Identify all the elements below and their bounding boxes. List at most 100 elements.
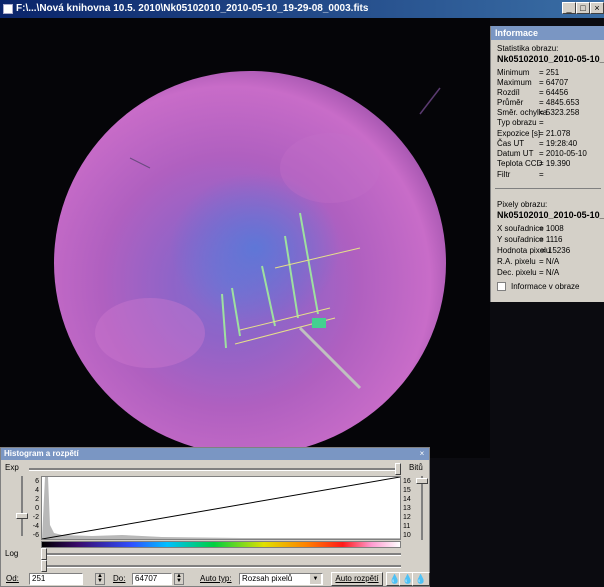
info-panel-header: Informace (491, 26, 604, 40)
info-in-image-checkbox[interactable] (497, 282, 506, 291)
right-tick: 11 (403, 523, 411, 530)
divider (495, 188, 601, 189)
exp-label: Exp (5, 463, 19, 472)
stat-key: Směr. ochylka (497, 108, 548, 117)
stats-file-name: Nk05102010_2010-05-10_ (497, 54, 604, 64)
pixel-key: Dec. pixelu (497, 268, 537, 277)
exp-slider-thumb[interactable] (395, 463, 401, 475)
stat-value: = 4845.653 (539, 98, 580, 107)
left-vslider-track[interactable] (21, 476, 23, 536)
right-tick: 14 (403, 496, 411, 503)
od-label: Od: (6, 574, 19, 583)
stat-key: Filtr (497, 170, 511, 179)
sky-image-canvas[interactable] (0, 18, 490, 458)
info-panel: Informace Statistika obrazu: Nk05102010_… (490, 26, 604, 302)
do-input[interactable]: 64707 (132, 573, 172, 585)
stat-row: Průměr = 4845.653 (497, 97, 579, 108)
pixel-key: Hodnota pixelu (497, 246, 551, 255)
background-strip (490, 302, 604, 587)
stat-row: Maximum = 64707 (497, 77, 568, 88)
fisheye-sky-image (54, 71, 446, 455)
stat-value: = 5323.258 (539, 108, 580, 117)
log-slider-thumb[interactable] (41, 548, 47, 560)
pixel-key: Y souřadnice (497, 235, 544, 244)
do-spinner[interactable]: ▲ ▼ (174, 573, 184, 585)
log-label: Log (5, 549, 19, 558)
stat-row: Filtr = (497, 169, 544, 180)
stat-row: Datum UT = 2010-05-10 (497, 148, 587, 159)
stat-row: Směr. ochylka= 5323.258 (497, 107, 579, 118)
window-titlebar: F:\...\Nová knihovna 10.5. 2010\Nk051020… (0, 0, 604, 18)
stat-value: = 21.078 (539, 129, 571, 138)
pixel-value: = 15236 (541, 246, 571, 255)
left-tick: 0 (35, 505, 39, 512)
pixel-value: = 1008 (539, 224, 564, 233)
stat-value: = (539, 170, 544, 179)
window-title: F:\...\Nová knihovna 10.5. 2010\Nk051020… (16, 3, 369, 14)
info-in-image-label: Informace v obraze (511, 282, 580, 291)
stat-value: = 64707 (539, 78, 569, 87)
right-vslider-thumb[interactable] (416, 478, 428, 484)
right-tick: 13 (403, 505, 411, 512)
stat-key: Čas UT (497, 139, 525, 148)
auto-typ-select[interactable]: Rozsah pixelů (239, 573, 323, 585)
close-button[interactable]: × (590, 2, 604, 14)
left-tick: 4 (35, 487, 39, 494)
pixel-row: R.A. pixelu = N/A (497, 256, 559, 267)
range-slider-track[interactable] (41, 565, 401, 568)
exp-slider-track[interactable] (29, 468, 401, 471)
pixel-row: Dec. pixelu = N/A (497, 267, 559, 278)
right-tick: 16 (403, 478, 411, 485)
minimize-button[interactable]: _ (562, 2, 576, 14)
stat-key: Minimum (497, 68, 530, 77)
auto-typ-value: Rozsah pixelů (242, 574, 293, 583)
stat-key: Typ obrazu (497, 118, 537, 127)
stat-key: Průměr (497, 98, 524, 107)
pixel-row: X souřadnice= 1008 (497, 223, 564, 234)
histogram-close-button[interactable]: × (419, 449, 425, 458)
pixel-key: X souřadnice (497, 224, 544, 233)
left-tick: -2 (32, 514, 39, 521)
drop-icon[interactable]: 💧 (412, 572, 430, 586)
log-slider-track[interactable] (41, 553, 401, 556)
stat-key: Rozdíl (497, 88, 520, 97)
chevron-down-icon[interactable]: ▼ (310, 574, 321, 584)
left-tick: 2 (35, 496, 39, 503)
stat-value: = 64456 (539, 88, 569, 97)
left-tick: -6 (32, 532, 39, 539)
histogram-window: Histogram a rozpětí × Exp Bitů 6 4 2 0 -… (0, 447, 430, 587)
od-input[interactable]: 251 (29, 573, 83, 585)
left-tick: -4 (32, 523, 39, 530)
right-vslider-track[interactable] (421, 476, 423, 540)
stat-row: Typ obrazu = (497, 117, 544, 128)
pixel-key: R.A. pixelu (497, 257, 536, 266)
stat-value: = (539, 118, 544, 127)
stat-value: = 19:28:40 (539, 139, 578, 148)
auto-typ-label: Auto typ: (200, 574, 232, 583)
bitu-label: Bitů (409, 463, 423, 472)
stat-value: = 2010-05-10 (539, 149, 587, 158)
maximize-button[interactable]: □ (576, 2, 590, 14)
stat-key: Expozice [s] (497, 129, 541, 138)
pixels-title: Pixely obrazu: (497, 200, 548, 209)
pixels-file-name: Nk05102010_2010-05-10_ (497, 210, 604, 220)
stat-value: = 251 (539, 68, 560, 77)
pixel-row: Hodnota pixelu= 15236 (497, 245, 570, 256)
left-vslider-thumb[interactable] (16, 513, 28, 519)
auto-range-button[interactable]: Auto rozpětí (331, 572, 383, 586)
od-spinner[interactable]: ▲ ▼ (95, 573, 105, 585)
pixel-value: = N/A (539, 257, 560, 266)
pixel-row: Y souřadnice= 1116 (497, 234, 563, 245)
range-slider-thumb[interactable] (41, 560, 47, 572)
histogram-titlebar: Histogram a rozpětí (1, 448, 429, 460)
stat-row: Rozdíl = 64456 (497, 87, 568, 98)
app-icon (3, 4, 13, 14)
pixel-value: = 1116 (539, 235, 563, 244)
stats-title: Statistika obrazu: (497, 44, 559, 53)
stat-key: Maximum (497, 78, 532, 87)
stat-row: Teplota CCD= 19.390 (497, 158, 570, 169)
stat-key: Datum UT (497, 149, 534, 158)
stat-value: = 19.390 (539, 159, 571, 168)
stat-row: Čas UT = 19:28:40 (497, 138, 577, 149)
histogram-plot[interactable] (41, 476, 401, 540)
